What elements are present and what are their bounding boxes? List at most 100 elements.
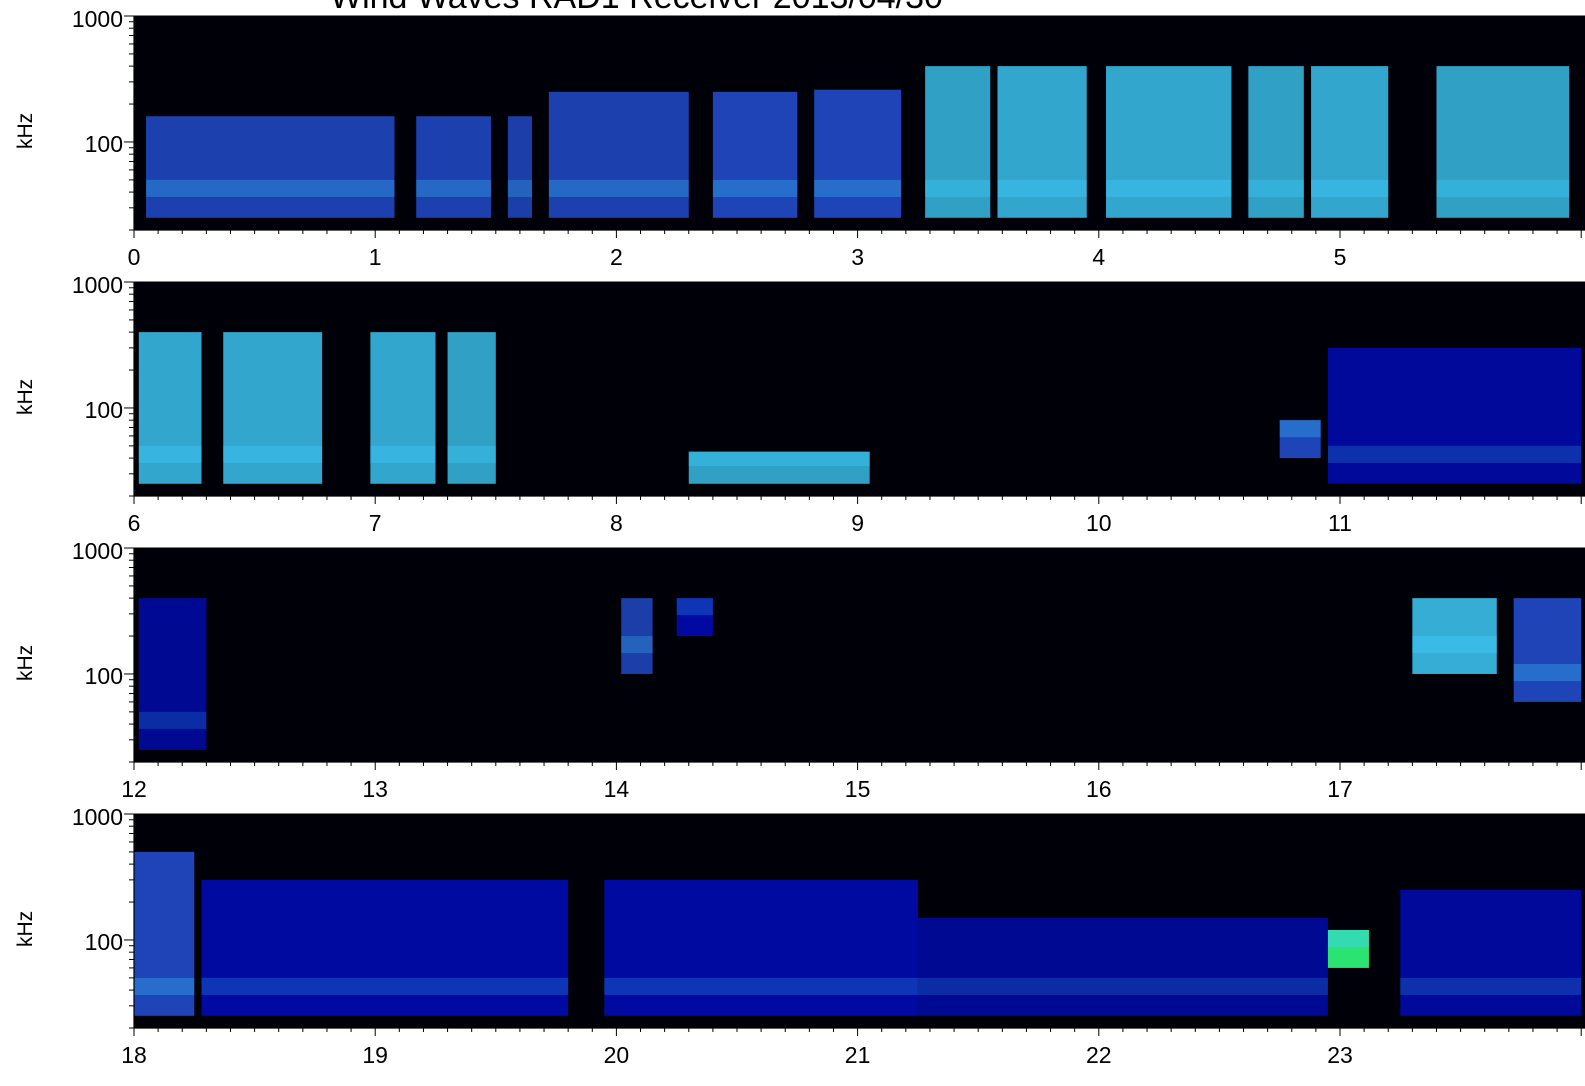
x-tick-label: 2 [609,244,623,270]
y-tick-label-1000: 1000 [71,272,123,298]
spectral-band-highlight [676,598,713,616]
spectral-band-highlight [604,977,918,995]
spectral-band-highlight [1400,977,1582,995]
x-tick-label: 4 [1092,244,1106,270]
axes [124,15,1585,238]
spectral-band-highlight [1436,179,1570,197]
x-tick-label: 13 [362,776,388,802]
spectrogram-plot [134,814,1585,1028]
spectral-activity-block [688,451,870,484]
x-tick-label: 19 [362,1042,388,1068]
spectrogram-image [146,66,1570,218]
x-tick-label: 23 [1327,1042,1353,1068]
spectral-activity-block [138,332,202,484]
spectral-activity-block [604,879,918,1016]
y-tick-label-100: 100 [84,663,123,689]
spectral-band-highlight [201,977,569,995]
x-tick-label: 12 [121,776,147,802]
x-tick-label: 15 [844,776,871,802]
spectral-band-highlight [146,179,395,197]
spectral-activity-block [507,116,532,218]
axes [124,813,1585,1036]
spectral-band-highlight [1248,179,1304,197]
spectral-activity-block [370,332,436,484]
spectral-band-highlight [416,179,491,197]
x-tick-label: 5 [1333,244,1347,270]
spectral-activity-block [925,66,991,218]
x-tick-label: 14 [603,776,630,802]
x-tick-label: 17 [1327,776,1353,802]
spectral-activity-block [201,879,569,1016]
spectral-activity-block [146,116,395,218]
spectral-band-highlight [548,179,689,197]
spectrogram-image [138,332,1582,484]
x-tick-label: 9 [851,510,864,536]
spectrogram-image [134,851,1582,1016]
spectrogram-plot [134,282,1585,496]
spectral-activity-block [138,598,207,750]
x-tick-label: 18 [121,1042,147,1068]
x-tick-label: 8 [609,510,623,536]
spectral-activity-block [447,332,496,484]
spectral-band-highlight [223,445,323,463]
spectral-activity-block [1400,889,1582,1016]
spectral-activity-block [548,91,689,218]
spectral-band-highlight [997,179,1087,197]
spectral-activity-block [1436,66,1570,218]
spectral-band-highlight [138,445,202,463]
spectrogram-panel-2: kHz 1000 100 6 7 8 9 10 11 [0,272,1585,540]
spectral-band-highlight [138,711,207,729]
x-tick-label: 21 [844,1042,871,1068]
spectral-band-highlight [688,451,870,467]
spectral-activity-block [134,851,195,1016]
axes [124,547,1585,770]
spectral-activity-block [1513,598,1582,702]
spectral-activity-block [621,598,653,674]
y-tick-label-100: 100 [84,929,123,955]
spectral-activity-block [223,332,323,484]
x-tick-label: 1 [368,244,382,270]
spectral-band-highlight [507,179,532,197]
x-tick-label: 16 [1086,776,1112,802]
x-tick-label: 11 [1328,510,1352,536]
spectral-band-highlight [925,179,991,197]
spectral-activity-block [814,89,902,218]
spectral-band-highlight [1311,179,1389,197]
y-tick-label-1000: 1000 [71,6,123,32]
spectral-band-highlight [1412,636,1497,654]
x-tick-label: 20 [603,1042,630,1068]
spectrogram-image [138,598,1582,750]
spectral-band-highlight [447,445,496,463]
spectral-activity-block [1327,929,1369,968]
spectral-band-highlight [370,445,436,463]
spectral-band-highlight [1327,929,1369,948]
spectral-activity-block [1412,598,1497,674]
y-tick-label-1000: 1000 [71,804,123,830]
spectral-activity-block [1311,66,1389,218]
spectrogram-panel-3: kHz 1000 100 12 13 14 15 16 17 [0,538,1585,806]
spectrogram-panel-4: kHz 1000 100 18 19 20 21 22 23 [0,804,1585,1072]
spectral-band-highlight [917,977,1328,995]
x-tick-label: 10 [1086,510,1112,536]
x-tick-label: 7 [368,510,382,536]
spectral-band-highlight [134,977,195,995]
spectrogram-plot [134,548,1585,762]
spectral-band-highlight [814,179,902,197]
x-tick-label: 6 [127,510,141,536]
spectral-activity-block [1279,420,1321,459]
x-tick-label: 0 [127,244,141,270]
spectral-band-highlight [1106,179,1232,197]
spectral-band-highlight [1279,420,1321,438]
spectral-activity-block [1106,66,1232,218]
spectral-activity-block [917,917,1328,1016]
spectral-band-highlight [1513,663,1582,682]
y-tick-label-100: 100 [84,397,123,423]
spectral-band-highlight [1327,445,1582,463]
axes [124,281,1585,504]
spectral-band-highlight [621,636,653,654]
y-tick-label-1000: 1000 [71,538,123,564]
spectrogram-plot [134,16,1585,230]
spectral-activity-block [676,598,713,637]
spectral-band-highlight [712,179,798,197]
